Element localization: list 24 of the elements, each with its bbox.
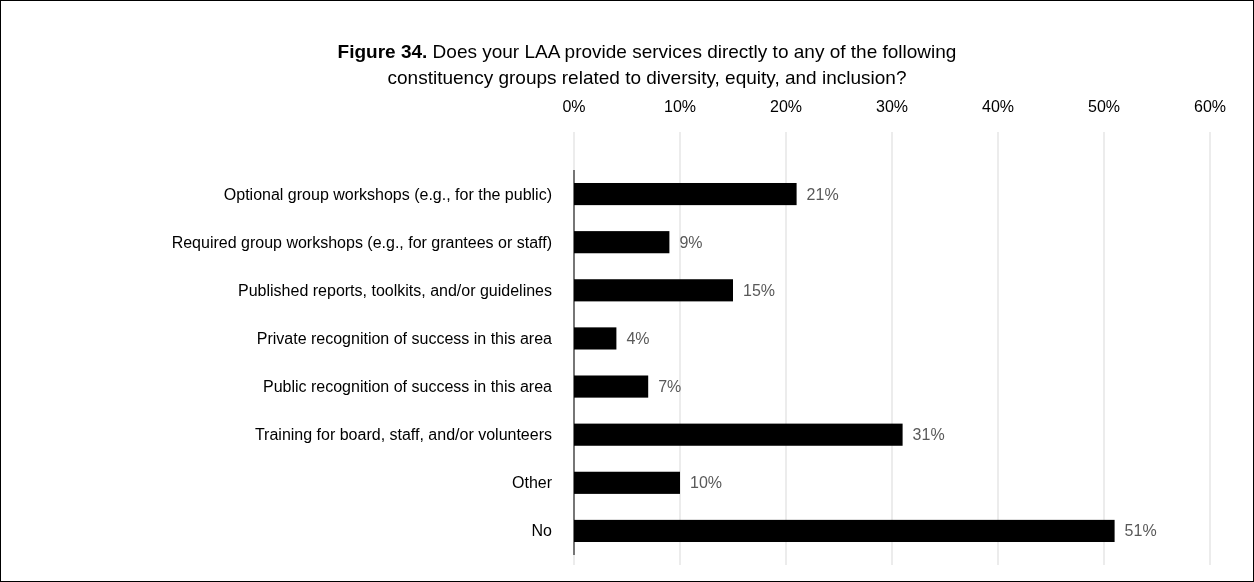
y-tick-label: Published reports, toolkits, and/or guidelines — [238, 281, 552, 299]
data-label: 31% — [912, 426, 945, 444]
y-tick-label: Private recognition of success in this area — [256, 329, 553, 347]
x-tick-label: 50% — [1087, 98, 1121, 115]
x-tick-label: 40% — [981, 98, 1015, 115]
x-tick-label: 20% — [769, 98, 803, 115]
x-tick-label: 30% — [875, 98, 909, 115]
data-label: 9% — [679, 233, 703, 251]
data-label: 7% — [658, 378, 682, 396]
x-tick-label: 10% — [663, 98, 697, 115]
x-tick-label: 60% — [1193, 98, 1227, 115]
y-tick-label: Other — [511, 474, 553, 492]
data-label: 15% — [743, 281, 776, 299]
data-label: 4% — [626, 329, 650, 347]
y-tick-label: Optional group workshops (e.g., for the public) — [223, 185, 552, 203]
y-tick-label: No — [531, 522, 553, 540]
data-label: 21% — [806, 185, 839, 203]
chart-title: Figure 34. Does your LAA provide services directly to any of the following constituency groups related to diversity, equity, and inclusion? — [337, 41, 957, 88]
x-tick-label: 0% — [562, 98, 586, 115]
y-tick-label: Public recognition of success in this area — [262, 378, 553, 396]
y-tick-label: Required group workshops (e.g., for grantees or staff) — [171, 233, 552, 251]
data-label: 51% — [1124, 522, 1157, 540]
data-label: 10% — [690, 474, 723, 492]
y-tick-label: Training for board, staff, and/or volunteers — [254, 426, 552, 444]
